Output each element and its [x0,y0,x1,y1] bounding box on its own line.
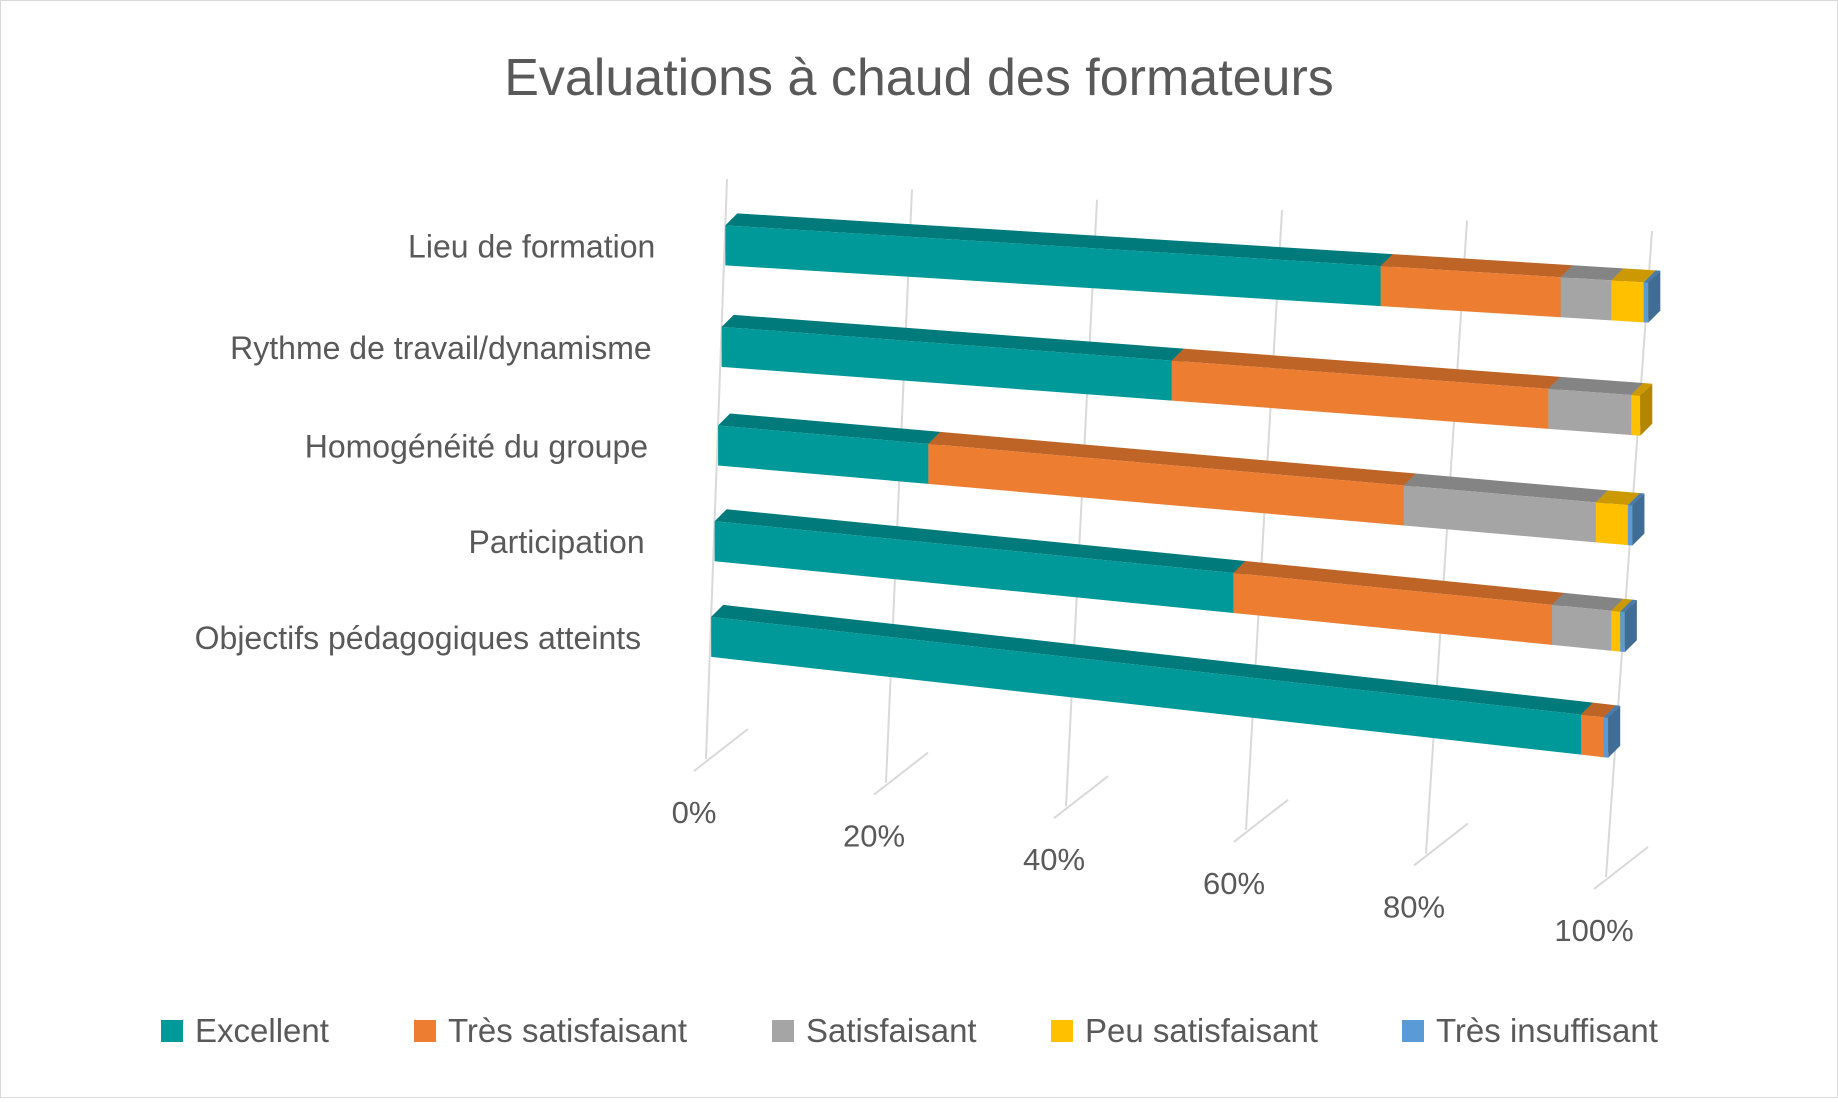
category-label: Objectifs pédagogiques atteints [195,620,642,656]
bar-segment-tres-satisfaisant [928,431,1416,526]
legend-label: Satisfaisant [806,1012,977,1049]
bar-segment-tres-satisfaisant [1171,348,1561,429]
category-label: Rythme de travail/dynamisme [230,330,651,366]
gridline [1065,199,1098,807]
category-label: Lieu de formation [408,228,655,264]
legend-swatch [1051,1020,1073,1042]
x-tick-label: 20% [843,819,905,854]
x-tick-label: 80% [1383,889,1445,924]
legend-label: Très satisfaisant [448,1012,687,1049]
legend-swatch [161,1020,183,1042]
bar-segment-excellent [725,213,1393,307]
category-label: Participation [469,524,645,560]
x-tick-label: 100% [1554,913,1633,948]
floor-tick [1413,822,1469,867]
bar-segment-tres-satisfaisant [1380,254,1573,318]
floor-tick [873,751,929,796]
bar-segment-excellent [714,509,1246,614]
bar-segment-tres-insuffisant [1643,270,1661,323]
category-label: Homogénéité du groupe [305,429,648,465]
legend-item-excellent: Excellent [161,1012,329,1049]
legend-swatch [772,1020,794,1042]
bar-segment-excellent [721,314,1184,401]
legend-label: Excellent [195,1012,329,1049]
category-labels: Lieu de formation Rythme de travail/dynam… [195,228,656,656]
legend-swatch [1402,1020,1424,1042]
x-tick-label: 40% [1023,842,1085,877]
legend-label: Peu satisfaisant [1085,1012,1318,1049]
legend-item-satisfaisant: Satisfaisant [772,1012,977,1049]
bar-segment-tres-insuffisant [1627,493,1645,546]
bar-segment-excellent [718,413,941,484]
bar-segment-tres-insuffisant [1620,599,1637,653]
bar-segment-tres-insuffisant [1603,705,1621,758]
gridline [885,189,913,783]
floor-tick [1233,799,1289,843]
floor-tick [1053,775,1109,819]
legend-item-tres-insuffisant: Très insuffisant [1402,1012,1658,1049]
gridlines [693,178,1653,890]
x-tick-label: 0% [672,795,717,830]
gridline [705,178,728,760]
floor-tick [693,728,749,772]
bar-segment-satisfaisant [1548,376,1644,436]
legend-item-peu-satisfaisant: Peu satisfaisant [1051,1012,1318,1049]
floor-tick [1593,846,1649,890]
gridline [1605,230,1653,878]
legend-swatch [414,1020,436,1042]
legend-label: Très insuffisant [1436,1012,1658,1049]
bar-segment-satisfaisant [1403,473,1608,543]
x-tick-label: 60% [1203,866,1265,901]
x-tick-labels: 0% 20% 40% 60% 80% 100% [672,795,1634,948]
bar-segment-tres-satisfaisant [1233,561,1565,645]
bar-segment-peu-satisfaisant [1631,383,1653,436]
legend: Excellent Très satisfaisant Satisfaisant Pe… [161,1012,1658,1049]
chart-title: Evaluations à chaud des formateurs [504,49,1334,107]
bars [711,213,1661,758]
legend-item-tres-satisfaisant: Très satisfaisant [414,1012,687,1049]
gridline [1245,210,1283,830]
gridline [1425,220,1468,854]
